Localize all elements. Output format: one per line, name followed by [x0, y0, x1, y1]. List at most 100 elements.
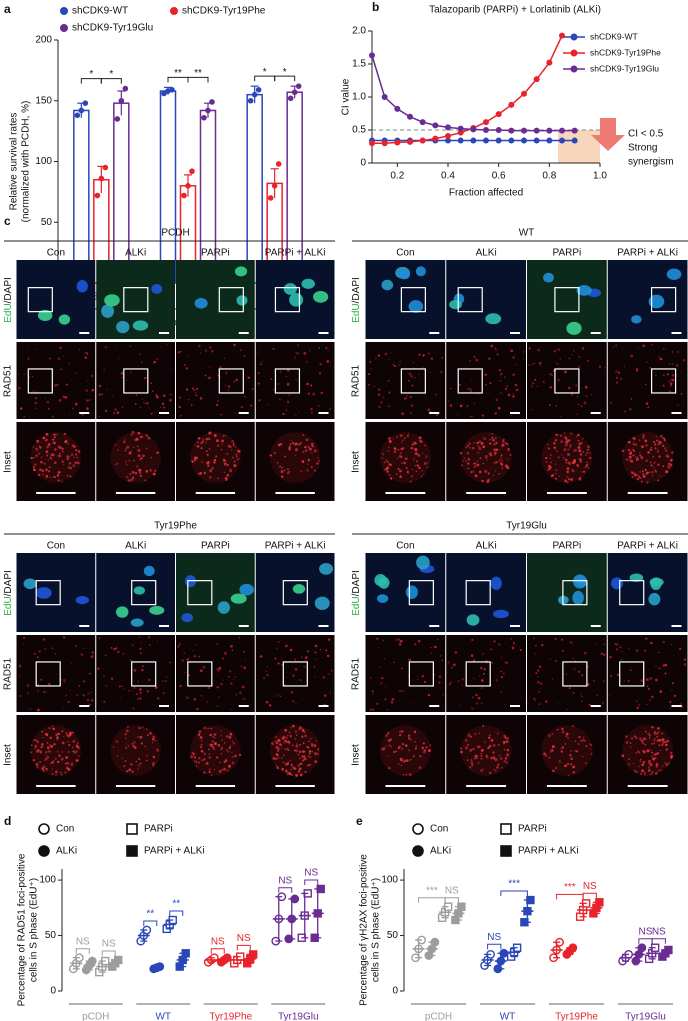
- foci: [294, 730, 298, 733]
- foci: [259, 349, 261, 351]
- foci: [659, 441, 663, 445]
- foci: [492, 744, 496, 747]
- foci: [642, 436, 645, 439]
- foci: [657, 449, 659, 451]
- foci: [154, 739, 157, 742]
- comparison-bracket: [143, 920, 158, 926]
- foci: [314, 676, 316, 678]
- foci: [34, 739, 37, 741]
- foci: [482, 672, 485, 675]
- foci: [661, 732, 664, 735]
- foci: [551, 678, 553, 680]
- foci: [238, 753, 242, 757]
- foci: [506, 458, 508, 460]
- foci: [276, 742, 279, 745]
- foci: [471, 638, 474, 642]
- inset-box: [457, 287, 483, 313]
- foci: [682, 358, 686, 362]
- foci: [78, 348, 81, 351]
- data-point: [445, 124, 451, 131]
- foci: [130, 763, 133, 766]
- foci: [638, 751, 641, 754]
- foci: [34, 401, 38, 405]
- foci: [308, 755, 310, 757]
- foci: [550, 461, 552, 464]
- nucleus: [130, 618, 144, 627]
- foci: [496, 353, 499, 356]
- foci: [540, 365, 542, 367]
- foci: [487, 472, 490, 475]
- stain-label: EdU: [351, 303, 362, 322]
- foci: [295, 773, 299, 777]
- foci: [490, 757, 493, 760]
- foci: [646, 481, 649, 484]
- foci: [397, 467, 400, 470]
- foci: [49, 456, 52, 459]
- foci: [612, 346, 614, 348]
- foci: [658, 455, 661, 458]
- legend-label: shCDK9-WT: [72, 6, 128, 17]
- foci: [649, 448, 653, 451]
- nucleus: [230, 593, 247, 604]
- data-point: [247, 97, 254, 104]
- foci: [589, 748, 592, 750]
- foci: [647, 761, 651, 765]
- foci: [651, 742, 654, 745]
- nucleus: [149, 605, 165, 615]
- foci: [232, 679, 235, 681]
- foci: [564, 479, 568, 483]
- foci: [129, 345, 131, 348]
- foci: [371, 708, 375, 711]
- micrograph-background: [446, 635, 526, 712]
- foci: [23, 373, 25, 375]
- foci: [425, 456, 427, 459]
- foci: [581, 674, 584, 677]
- foci: [639, 758, 642, 761]
- foci: [56, 474, 60, 477]
- foci: [467, 458, 471, 461]
- foci: [49, 763, 52, 765]
- foci: [329, 407, 332, 410]
- foci: [32, 466, 35, 469]
- foci: [584, 386, 588, 389]
- foci: [234, 676, 236, 678]
- bar: [246, 93, 263, 284]
- nucleus: [485, 313, 502, 325]
- chart-title: Talazoparib (PARPi) + Lorlatinib (ALKi): [429, 5, 601, 16]
- foci: [655, 772, 658, 775]
- series-line: [372, 35, 563, 144]
- foci: [124, 760, 127, 762]
- foci: [47, 407, 50, 410]
- foci: [230, 708, 232, 710]
- foci: [488, 737, 490, 739]
- foci: [52, 438, 55, 441]
- data-point: [483, 119, 489, 126]
- foci: [290, 727, 292, 729]
- foci: [565, 673, 567, 675]
- block-title: WT: [519, 228, 535, 239]
- foci: [534, 699, 536, 701]
- foci: [139, 353, 141, 356]
- foci: [317, 405, 320, 408]
- foci: [307, 463, 309, 465]
- foci: [403, 461, 406, 465]
- nucleus: [115, 606, 129, 618]
- foci: [204, 441, 207, 444]
- foci: [233, 460, 236, 463]
- foci: [421, 746, 424, 750]
- foci: [427, 408, 431, 412]
- foci: [56, 739, 59, 742]
- nucleus: [648, 592, 661, 606]
- y-tick-label: 50: [45, 930, 57, 941]
- foci: [421, 675, 424, 678]
- foci: [224, 759, 228, 762]
- foci: [430, 652, 432, 654]
- group-label: Tyr19Glu: [278, 1012, 319, 1021]
- foci: [388, 405, 391, 408]
- foci: [73, 456, 75, 459]
- foci: [202, 438, 204, 440]
- data-point: [495, 137, 502, 144]
- inset-nucleus: [541, 432, 593, 483]
- micrograph-background: [16, 635, 96, 712]
- foci: [567, 733, 569, 735]
